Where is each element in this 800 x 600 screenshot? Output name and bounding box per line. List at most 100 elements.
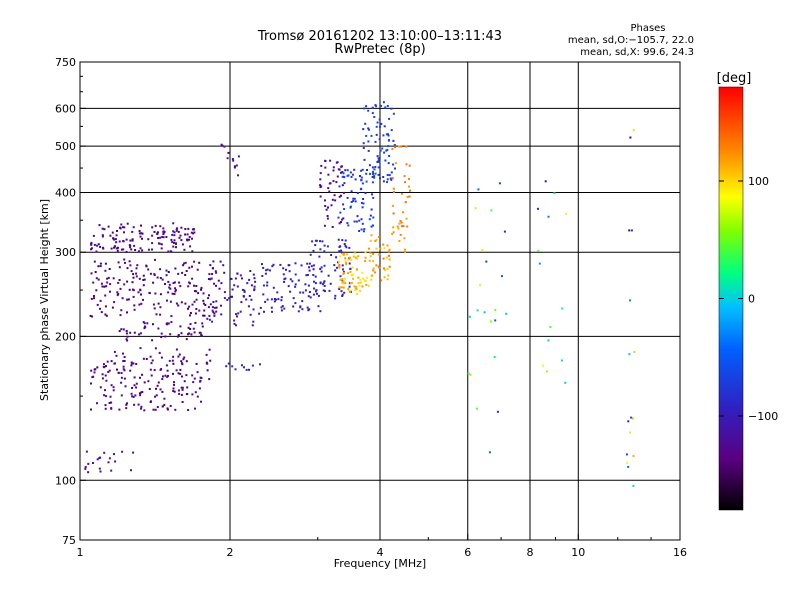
echo-point — [374, 271, 377, 274]
echo-point — [339, 278, 342, 281]
echo-point — [201, 322, 204, 325]
echo-point — [151, 226, 154, 229]
echo-point — [353, 220, 356, 223]
echo-point — [129, 244, 132, 247]
echo-point — [200, 288, 202, 291]
echo-point — [180, 393, 183, 396]
echo-point — [120, 223, 123, 226]
echo-point — [360, 187, 363, 190]
echo-point — [324, 160, 327, 163]
echo-point — [319, 281, 322, 284]
echo-point — [117, 246, 119, 249]
echo-point — [168, 283, 171, 286]
echo-point — [371, 106, 374, 109]
echo-point — [90, 382, 92, 385]
echo-point — [366, 169, 368, 171]
echo-point — [379, 125, 381, 128]
echo-point — [373, 175, 376, 178]
echo-point — [120, 328, 123, 331]
echo-point — [145, 264, 148, 267]
echo-point — [323, 224, 326, 227]
echo-point — [319, 172, 322, 175]
echo-point — [338, 286, 341, 289]
echo-point — [355, 293, 358, 295]
echo-point — [382, 134, 385, 137]
echo-point — [85, 450, 88, 453]
echo-point — [350, 201, 353, 203]
echo-point — [149, 401, 152, 403]
echo-point — [97, 243, 100, 246]
echo-point — [251, 324, 254, 327]
echo-point — [93, 260, 96, 263]
echo-point — [342, 175, 345, 178]
echo-point — [166, 407, 169, 410]
echo-point — [183, 248, 186, 251]
y-tick-label: 100 — [55, 474, 76, 487]
echo-point — [341, 184, 344, 187]
echo-point — [304, 283, 307, 286]
echo-point — [369, 172, 371, 175]
echo-point — [132, 395, 135, 398]
echo-point — [192, 381, 195, 384]
echo-point — [363, 279, 366, 282]
echo-point — [208, 314, 211, 317]
echo-point — [134, 394, 137, 397]
echo-point — [350, 176, 353, 178]
echo-point — [120, 376, 123, 379]
echo-point — [179, 368, 182, 371]
echo-point — [633, 350, 636, 353]
echo-point — [403, 175, 406, 178]
echo-point — [209, 303, 212, 306]
echo-point — [342, 272, 345, 274]
echo-point — [307, 284, 310, 287]
echo-point — [252, 273, 255, 276]
echo-point — [130, 364, 133, 367]
echo-point — [183, 380, 186, 383]
echo-point — [352, 273, 355, 276]
echo-point — [266, 268, 269, 271]
echo-point — [101, 373, 104, 376]
echo-point — [96, 366, 99, 369]
echo-point — [347, 224, 350, 227]
echo-point — [362, 202, 365, 205]
echo-point — [372, 216, 375, 219]
echo-point — [179, 234, 182, 237]
echo-point — [159, 236, 162, 239]
echo-point — [172, 387, 175, 390]
echo-point — [377, 173, 380, 176]
echo-point — [191, 228, 194, 231]
echo-point — [194, 391, 197, 394]
echo-point — [140, 407, 142, 410]
echo-point — [346, 174, 349, 177]
echo-point — [400, 221, 403, 224]
echo-point — [372, 196, 375, 199]
echo-point — [163, 403, 166, 406]
echo-point — [185, 360, 188, 363]
echo-point — [537, 207, 539, 210]
colorbar-tick-label: −100 — [748, 410, 778, 423]
echo-point — [369, 251, 372, 254]
echo-point — [176, 227, 179, 230]
echo-point — [142, 321, 145, 324]
echo-point — [154, 347, 157, 350]
echo-point — [221, 144, 224, 147]
echo-point — [157, 231, 159, 234]
echo-point — [116, 230, 118, 232]
echo-point — [362, 147, 365, 149]
echo-point — [264, 300, 267, 303]
echo-point — [359, 278, 362, 281]
echo-point — [320, 185, 323, 188]
echo-point — [94, 271, 97, 273]
echo-point — [280, 299, 283, 302]
echo-point — [338, 288, 341, 290]
y-tick-label: 400 — [55, 186, 76, 199]
echo-point — [155, 387, 157, 390]
echo-point — [365, 283, 368, 286]
echo-point — [154, 258, 156, 261]
echo-point — [342, 253, 345, 256]
echo-point — [315, 290, 317, 293]
echo-point — [223, 271, 226, 274]
echo-point — [494, 309, 497, 311]
echo-point — [391, 177, 394, 180]
echo-point — [207, 278, 210, 280]
